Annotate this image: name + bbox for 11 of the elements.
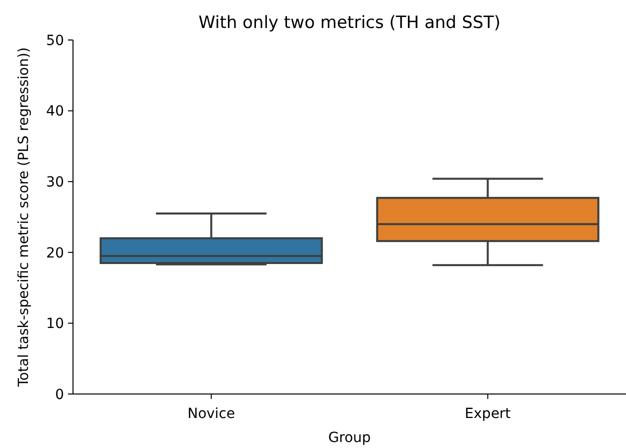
chart-title: With only two metrics (TH and SST)	[198, 13, 500, 33]
y-tick-label: 50	[46, 32, 64, 49]
y-tick-label: 40	[46, 104, 64, 120]
y-tick-label: 20	[46, 245, 64, 262]
x-tick-label: Expert	[464, 406, 512, 422]
x-tick-label: Novice	[187, 406, 236, 422]
y-tick-label: 30	[46, 174, 64, 190]
y-axis-title: Total task-specific metric score (PLS regression))	[16, 47, 32, 388]
y-tick-label: 10	[46, 316, 64, 332]
x-axis-title: Group	[328, 430, 371, 446]
y-tick-label: 0	[55, 386, 64, 403]
